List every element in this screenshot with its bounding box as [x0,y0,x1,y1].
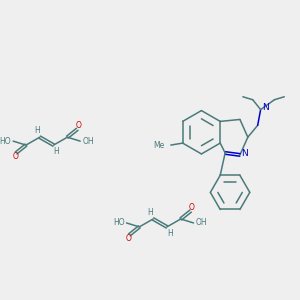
Text: OH: OH [82,136,94,146]
Text: HO: HO [0,136,11,146]
Text: O: O [75,121,81,130]
Text: H: H [167,229,173,238]
Text: HO: HO [113,218,124,227]
Text: H: H [147,208,153,217]
Text: N: N [242,149,248,158]
Text: H: H [34,126,40,135]
Text: H: H [54,148,59,157]
Text: O: O [12,152,18,161]
Text: O: O [189,203,194,212]
Text: OH: OH [196,218,207,227]
Text: Me: Me [154,141,165,150]
Text: O: O [126,234,131,243]
Text: N: N [262,103,269,112]
